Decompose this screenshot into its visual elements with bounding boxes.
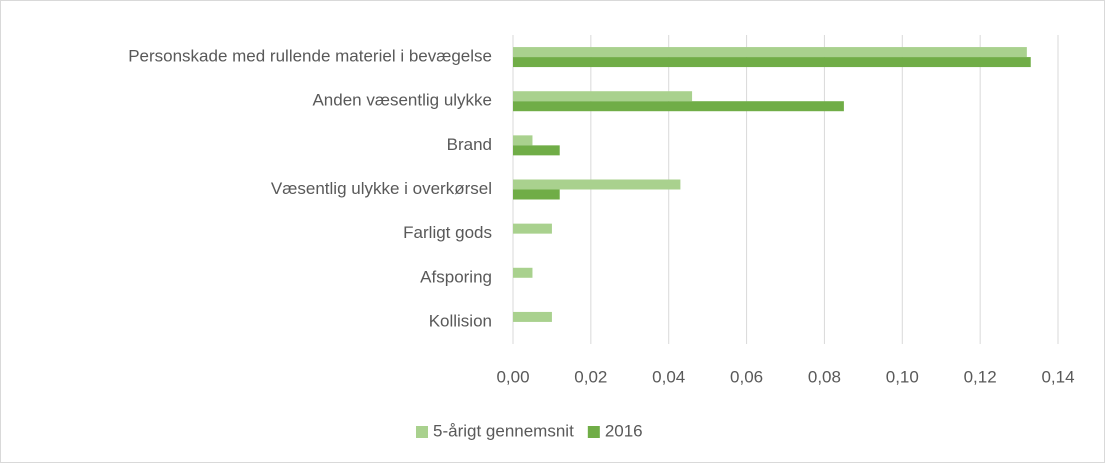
bar <box>513 91 693 102</box>
legend-swatch <box>416 426 428 438</box>
x-tick-label: 0,00 <box>496 367 529 386</box>
legend-label: 5-årigt gennemsnit <box>433 421 574 440</box>
bar <box>513 223 552 234</box>
bar <box>513 189 560 200</box>
y-tick-label: Anden væsentlig ulykke <box>312 91 492 110</box>
x-tick-label: 0,04 <box>652 367 685 386</box>
bar <box>513 311 552 322</box>
y-tick-label: Væsentlig ulykke i overkørsel <box>271 179 492 198</box>
bar <box>513 135 533 146</box>
bar <box>513 57 1031 68</box>
legend-label: 2016 <box>605 421 643 440</box>
x-tick-label: 0,14 <box>1041 367 1074 386</box>
bar <box>513 47 1027 58</box>
x-tick-label: 0,08 <box>808 367 841 386</box>
y-tick-label: Brand <box>447 135 492 154</box>
x-tick-label: 0,10 <box>886 367 919 386</box>
x-tick-label: 0,06 <box>730 367 763 386</box>
bar <box>513 267 533 278</box>
y-tick-label: Kollision <box>429 311 492 330</box>
bar <box>513 101 844 112</box>
legend-swatch <box>587 426 600 438</box>
bar <box>513 179 681 190</box>
y-tick-label: Personskade med rullende materiel i bevæ… <box>128 47 492 66</box>
y-tick-label: Farligt gods <box>403 223 492 242</box>
y-tick-label: Afsporing <box>420 267 492 286</box>
bar <box>513 145 560 156</box>
x-tick-label: 0,02 <box>574 367 607 386</box>
x-tick-label: 0,12 <box>964 367 997 386</box>
